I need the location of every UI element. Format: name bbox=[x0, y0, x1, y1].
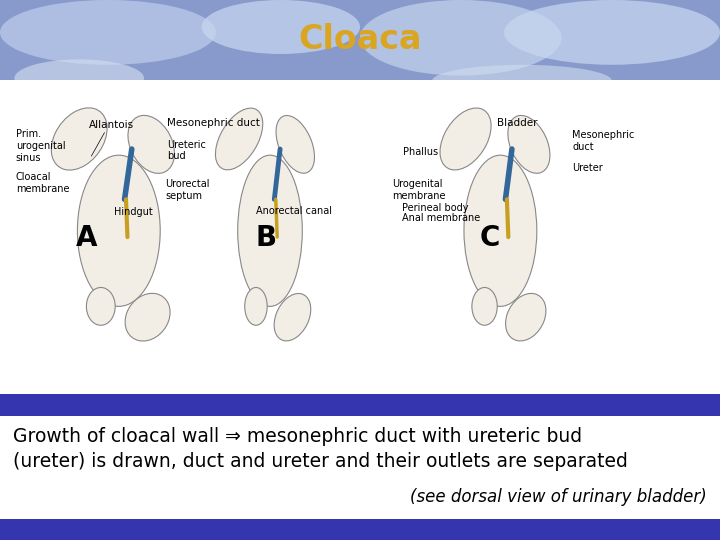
Ellipse shape bbox=[276, 116, 315, 173]
Text: Ureteric
bud: Ureteric bud bbox=[167, 140, 206, 161]
Bar bbox=[0, 394, 720, 416]
Text: Phallus: Phallus bbox=[403, 147, 438, 157]
Ellipse shape bbox=[14, 59, 144, 97]
Bar bbox=[0, 80, 720, 394]
Ellipse shape bbox=[78, 155, 161, 306]
Ellipse shape bbox=[51, 108, 107, 170]
Text: C: C bbox=[480, 224, 500, 252]
Ellipse shape bbox=[464, 155, 537, 306]
Text: Mesonephric duct: Mesonephric duct bbox=[167, 118, 260, 127]
Text: Cloacal
membrane: Cloacal membrane bbox=[16, 172, 69, 194]
Ellipse shape bbox=[472, 287, 498, 325]
Text: A: A bbox=[76, 224, 97, 252]
Text: Perineal body: Perineal body bbox=[402, 202, 468, 213]
Text: Urorectal
septum: Urorectal septum bbox=[166, 179, 210, 201]
Text: Bladder: Bladder bbox=[497, 118, 537, 127]
Text: B: B bbox=[256, 224, 277, 252]
Text: Anorectal canal: Anorectal canal bbox=[256, 206, 332, 217]
Text: Hindgut: Hindgut bbox=[114, 207, 153, 217]
Ellipse shape bbox=[238, 155, 302, 306]
Ellipse shape bbox=[360, 0, 562, 76]
Ellipse shape bbox=[505, 293, 546, 341]
Ellipse shape bbox=[274, 293, 311, 341]
Ellipse shape bbox=[0, 0, 216, 65]
Ellipse shape bbox=[432, 65, 612, 97]
Text: (see dorsal view of urinary bladder): (see dorsal view of urinary bladder) bbox=[410, 488, 707, 505]
Text: Anal membrane: Anal membrane bbox=[402, 213, 480, 222]
Ellipse shape bbox=[508, 116, 550, 173]
Ellipse shape bbox=[86, 287, 115, 325]
Text: Prim.
urogenital
sinus: Prim. urogenital sinus bbox=[16, 129, 66, 163]
Text: Growth of cloacal wall ⇒ mesonephric duct with ureteric bud: Growth of cloacal wall ⇒ mesonephric duc… bbox=[13, 427, 582, 446]
Bar bbox=[0, 0, 720, 80]
Text: Urogenital
membrane: Urogenital membrane bbox=[392, 179, 446, 201]
Ellipse shape bbox=[202, 0, 360, 54]
Text: Cloaca: Cloaca bbox=[298, 23, 422, 57]
Ellipse shape bbox=[245, 287, 267, 325]
Text: Mesonephric
duct: Mesonephric duct bbox=[572, 130, 635, 152]
Ellipse shape bbox=[504, 0, 720, 65]
Text: Allantois: Allantois bbox=[89, 120, 134, 130]
Ellipse shape bbox=[128, 116, 174, 173]
Text: Ureter: Ureter bbox=[572, 163, 603, 173]
Ellipse shape bbox=[440, 108, 491, 170]
Ellipse shape bbox=[125, 293, 170, 341]
Bar bbox=[0, 416, 720, 519]
Bar bbox=[0, 519, 720, 540]
Ellipse shape bbox=[215, 108, 263, 170]
Text: (ureter) is drawn, duct and ureter and their outlets are separated: (ureter) is drawn, duct and ureter and t… bbox=[13, 452, 628, 471]
